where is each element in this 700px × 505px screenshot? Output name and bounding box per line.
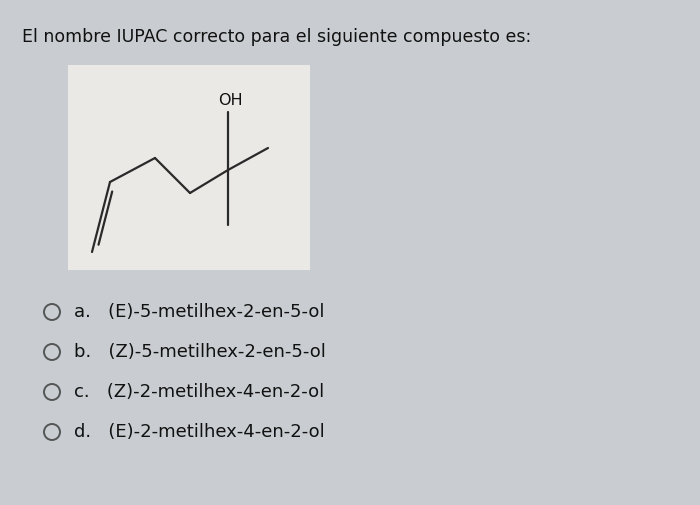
Text: a.   (E)-5-metilhex-2-en-5-ol: a. (E)-5-metilhex-2-en-5-ol (74, 303, 325, 321)
Text: El nombre IUPAC correcto para el siguiente compuesto es:: El nombre IUPAC correcto para el siguien… (22, 28, 531, 46)
Text: OH: OH (218, 93, 242, 108)
Text: c.   (Z)-2-metilhex-4-en-2-ol: c. (Z)-2-metilhex-4-en-2-ol (74, 383, 324, 401)
FancyBboxPatch shape (68, 65, 310, 270)
Text: b.   (Z)-5-metilhex-2-en-5-ol: b. (Z)-5-metilhex-2-en-5-ol (74, 343, 326, 361)
Text: d.   (E)-2-metilhex-4-en-2-ol: d. (E)-2-metilhex-4-en-2-ol (74, 423, 325, 441)
